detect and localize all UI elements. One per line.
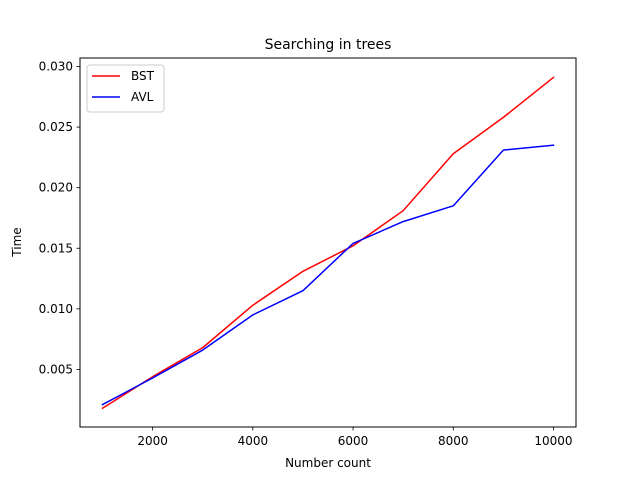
x-axis-label: Number count	[285, 456, 371, 470]
legend-label-avl: AVL	[131, 90, 154, 104]
x-axis-ticks: 2000 4000 6000 8000 10000	[137, 427, 573, 448]
axes-frame	[79, 57, 577, 428]
series-line-bst	[101, 76, 555, 410]
y-tick-label: 0.025	[39, 120, 73, 134]
chart-title: Searching in trees	[265, 37, 392, 53]
series-line-avl	[101, 144, 555, 406]
y-tick-label: 0.005	[39, 362, 73, 376]
legend-label-bst: BST	[131, 69, 155, 83]
x-tick-label: 8000	[438, 434, 469, 448]
plot-area	[101, 76, 555, 410]
y-tick-label: 0.020	[39, 181, 73, 195]
x-tick-label: 4000	[238, 434, 269, 448]
y-tick-label: 0.010	[39, 302, 73, 316]
x-tick-label: 10000	[534, 434, 572, 448]
y-tick-label: 0.030	[39, 59, 73, 73]
x-tick-label: 2000	[137, 434, 168, 448]
legend: BST AVL	[86, 64, 165, 113]
y-tick-label: 0.015	[39, 241, 73, 255]
y-axis-label: Time	[10, 227, 24, 257]
y-axis-ticks: 0.005 0.010 0.015 0.020 0.025 0.030	[39, 59, 80, 376]
x-tick-label: 6000	[338, 434, 369, 448]
